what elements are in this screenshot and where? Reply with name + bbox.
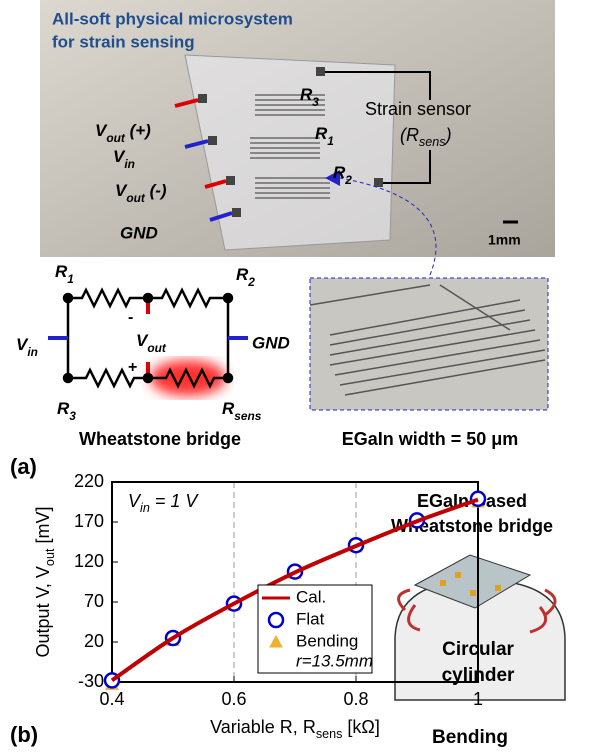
legend-note: r=13.5mm <box>296 651 373 670</box>
text-part: (R <box>400 125 419 145</box>
text-part: ) <box>444 125 452 145</box>
x-tick-label: 0.8 <box>343 689 368 709</box>
label: All-soft physical microsystem <box>52 9 293 28</box>
text-part: R <box>300 85 313 104</box>
label: Strain sensor <box>365 99 471 119</box>
subscript: out <box>106 131 126 145</box>
text-part: R <box>222 399 235 418</box>
legend-label: Flat <box>296 609 325 628</box>
page: All-soft physical microsystem for strain … <box>0 0 595 748</box>
y-axis-label: Output V, Vout [mV] <box>33 507 58 658</box>
label: Bending <box>432 727 508 748</box>
y-tick-label: 120 <box>74 551 104 571</box>
text-part: = 1 V <box>150 491 200 511</box>
subscript: 3 <box>69 409 76 423</box>
text-part: Variable R, <box>210 717 303 737</box>
text-part: V <box>33 566 53 578</box>
text-part: [mV] <box>33 507 53 549</box>
y-tick-label: 70 <box>84 591 104 611</box>
label: Wheatstone bridge <box>79 429 241 449</box>
subscript: sens <box>419 135 446 149</box>
y-tick-label: 20 <box>84 631 104 651</box>
x-tick-label: 0.4 <box>99 689 124 709</box>
label: (b) <box>10 722 38 747</box>
text-part: Output V, <box>33 578 53 657</box>
subscript: 1 <box>67 272 74 286</box>
subscript: 2 <box>344 173 352 187</box>
subscript: 1 <box>327 134 334 148</box>
x-axis-label: Variable R, Rsens [kΩ] <box>210 717 380 742</box>
label: + <box>128 359 137 376</box>
label: 1mm <box>488 232 521 248</box>
point <box>471 492 485 506</box>
subscript: 2 <box>247 275 255 289</box>
y-tick-label: 170 <box>74 511 104 531</box>
label: for strain sensing <box>52 32 195 51</box>
annotation: Vin = 1 V <box>128 491 199 516</box>
x-tick-label: 0.6 <box>221 689 246 709</box>
label: GND <box>252 333 290 352</box>
subscript: in <box>124 157 135 171</box>
label: EGaIn width = 50 μm <box>342 429 519 449</box>
zoom-image <box>310 278 548 410</box>
subscript: out <box>147 341 167 355</box>
legend-label: Bending <box>296 631 358 650</box>
text-part: R <box>236 265 249 284</box>
subscript: sens <box>234 409 261 423</box>
y-tick-label: 220 <box>74 471 104 491</box>
subscript: in <box>27 345 38 359</box>
label: (a) <box>10 454 37 479</box>
text-part: R <box>57 399 70 418</box>
subscript: out <box>126 191 146 205</box>
x-tick-label: 1 <box>473 689 483 709</box>
text-part: R <box>55 262 68 281</box>
text-part: [kΩ] <box>342 717 379 737</box>
subscript: sens <box>316 727 343 741</box>
label: Rsens <box>222 399 262 423</box>
text-part: (-) <box>145 181 167 200</box>
subscript: out <box>43 548 57 566</box>
label: R2 <box>236 265 255 289</box>
subscript: 3 <box>312 95 319 109</box>
text-part: R <box>333 163 346 182</box>
subscript: in <box>140 501 150 515</box>
label: GND <box>120 223 158 242</box>
label: Vin <box>16 335 38 359</box>
label: R3 <box>57 399 76 423</box>
figure: All-soft physical microsystem for strain … <box>0 0 595 748</box>
legend-label: Cal. <box>296 587 326 606</box>
label: R1 <box>55 262 74 286</box>
y-tick-label: -30 <box>78 671 104 691</box>
text-part: R <box>303 717 316 737</box>
text-part: (+) <box>125 121 151 140</box>
point <box>269 613 283 627</box>
text-part: R <box>315 124 328 143</box>
label: Vout <box>136 331 167 355</box>
label: - <box>128 309 133 326</box>
